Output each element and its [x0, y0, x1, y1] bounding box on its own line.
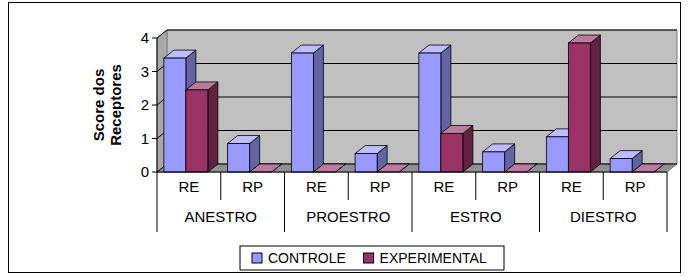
bar-front — [291, 53, 313, 172]
legend-label: CONTROLE — [268, 250, 346, 266]
category-separator — [220, 172, 221, 200]
bar — [228, 136, 260, 172]
group-separator — [157, 172, 158, 232]
y-axis-label-line: Receptores — [107, 64, 124, 146]
bar — [291, 45, 323, 172]
bar-top — [228, 136, 260, 144]
category-separator — [348, 172, 349, 200]
legend-box — [240, 246, 504, 270]
bar-front — [441, 133, 463, 172]
group-label: ESTRO — [450, 208, 502, 225]
bar — [313, 164, 345, 172]
bar — [505, 164, 537, 172]
y-tick — [152, 138, 157, 139]
x-tick-label: RE — [561, 178, 582, 195]
category-separator — [603, 172, 604, 200]
bar-side — [208, 82, 218, 172]
group-separator — [667, 172, 668, 232]
group-label: ANESTRO — [184, 208, 257, 225]
y-axis-label: Score dosReceptores — [90, 64, 124, 146]
grid-line — [167, 30, 677, 31]
bar-front — [546, 137, 568, 172]
bars — [164, 35, 664, 172]
legend-label: EXPERIMENTAL — [380, 250, 487, 266]
y-axis — [157, 38, 158, 172]
group-separator — [412, 172, 413, 232]
bar — [632, 164, 664, 172]
bar-top — [313, 164, 345, 172]
y-tick — [152, 172, 157, 173]
bar-top — [186, 82, 218, 90]
y-tick — [152, 105, 157, 106]
bar-top — [355, 146, 387, 154]
x-tick-label: RE — [433, 178, 454, 195]
bar-front — [228, 144, 250, 172]
x-tick-label: RP — [497, 178, 518, 195]
bar-top — [377, 164, 409, 172]
bar — [186, 82, 218, 172]
bar-front — [483, 152, 505, 172]
bar-side — [590, 35, 600, 172]
y-tick-label: 2 — [141, 96, 149, 113]
y-tick-label: 3 — [141, 63, 149, 80]
y-tick — [152, 71, 157, 72]
bar — [250, 164, 282, 172]
y-tick-label: 0 — [141, 163, 149, 180]
bar-top — [568, 35, 600, 43]
x-tick-label: RP — [625, 178, 646, 195]
bar-top — [483, 144, 515, 152]
x-tick-label: RP — [242, 178, 263, 195]
bar-front — [164, 58, 186, 172]
chart-container: 0 1 2 3 4 Score dosReceptores RE RP RE RP RE RP RE RP… — [0, 0, 689, 276]
bar-top — [250, 164, 282, 172]
category-separator — [475, 172, 476, 200]
bar-side — [313, 45, 323, 172]
bar — [377, 164, 409, 172]
bar-top — [610, 151, 642, 159]
bar — [568, 35, 600, 172]
bar-front — [610, 159, 632, 172]
legend-swatch — [364, 253, 374, 263]
y-tick-label: 1 — [141, 130, 149, 147]
bar-top — [505, 164, 537, 172]
legend: CONTROLE EXPERIMENTAL — [240, 246, 504, 270]
x-tick-label: RE — [306, 178, 327, 195]
bar-front — [186, 90, 208, 172]
x-tick-label: RE — [178, 178, 199, 195]
y-tick-label: 4 — [141, 29, 149, 46]
chart-border — [9, 3, 681, 273]
x-tick-label: RP — [370, 178, 391, 195]
y-axis-label-line: Score dos — [90, 69, 107, 142]
bar-front — [355, 154, 377, 172]
group-label: PROESTRO — [306, 208, 390, 225]
group-separator — [539, 172, 540, 232]
grid-line-side — [157, 30, 167, 38]
bar-top — [291, 45, 323, 53]
bar-top — [441, 125, 473, 133]
bar-top — [632, 164, 664, 172]
y-tick — [152, 38, 157, 39]
group-label: DIESTRO — [570, 208, 637, 225]
chart: 0 1 2 3 4 Score dosReceptores RE RP RE RP RE RP RE RP… — [0, 0, 689, 276]
bar-top — [164, 50, 196, 58]
group-separator — [284, 172, 285, 232]
legend-swatch — [252, 253, 262, 263]
bar-front — [568, 43, 590, 172]
bar — [441, 125, 473, 172]
bar-front — [419, 53, 441, 172]
bar-top — [419, 45, 451, 53]
